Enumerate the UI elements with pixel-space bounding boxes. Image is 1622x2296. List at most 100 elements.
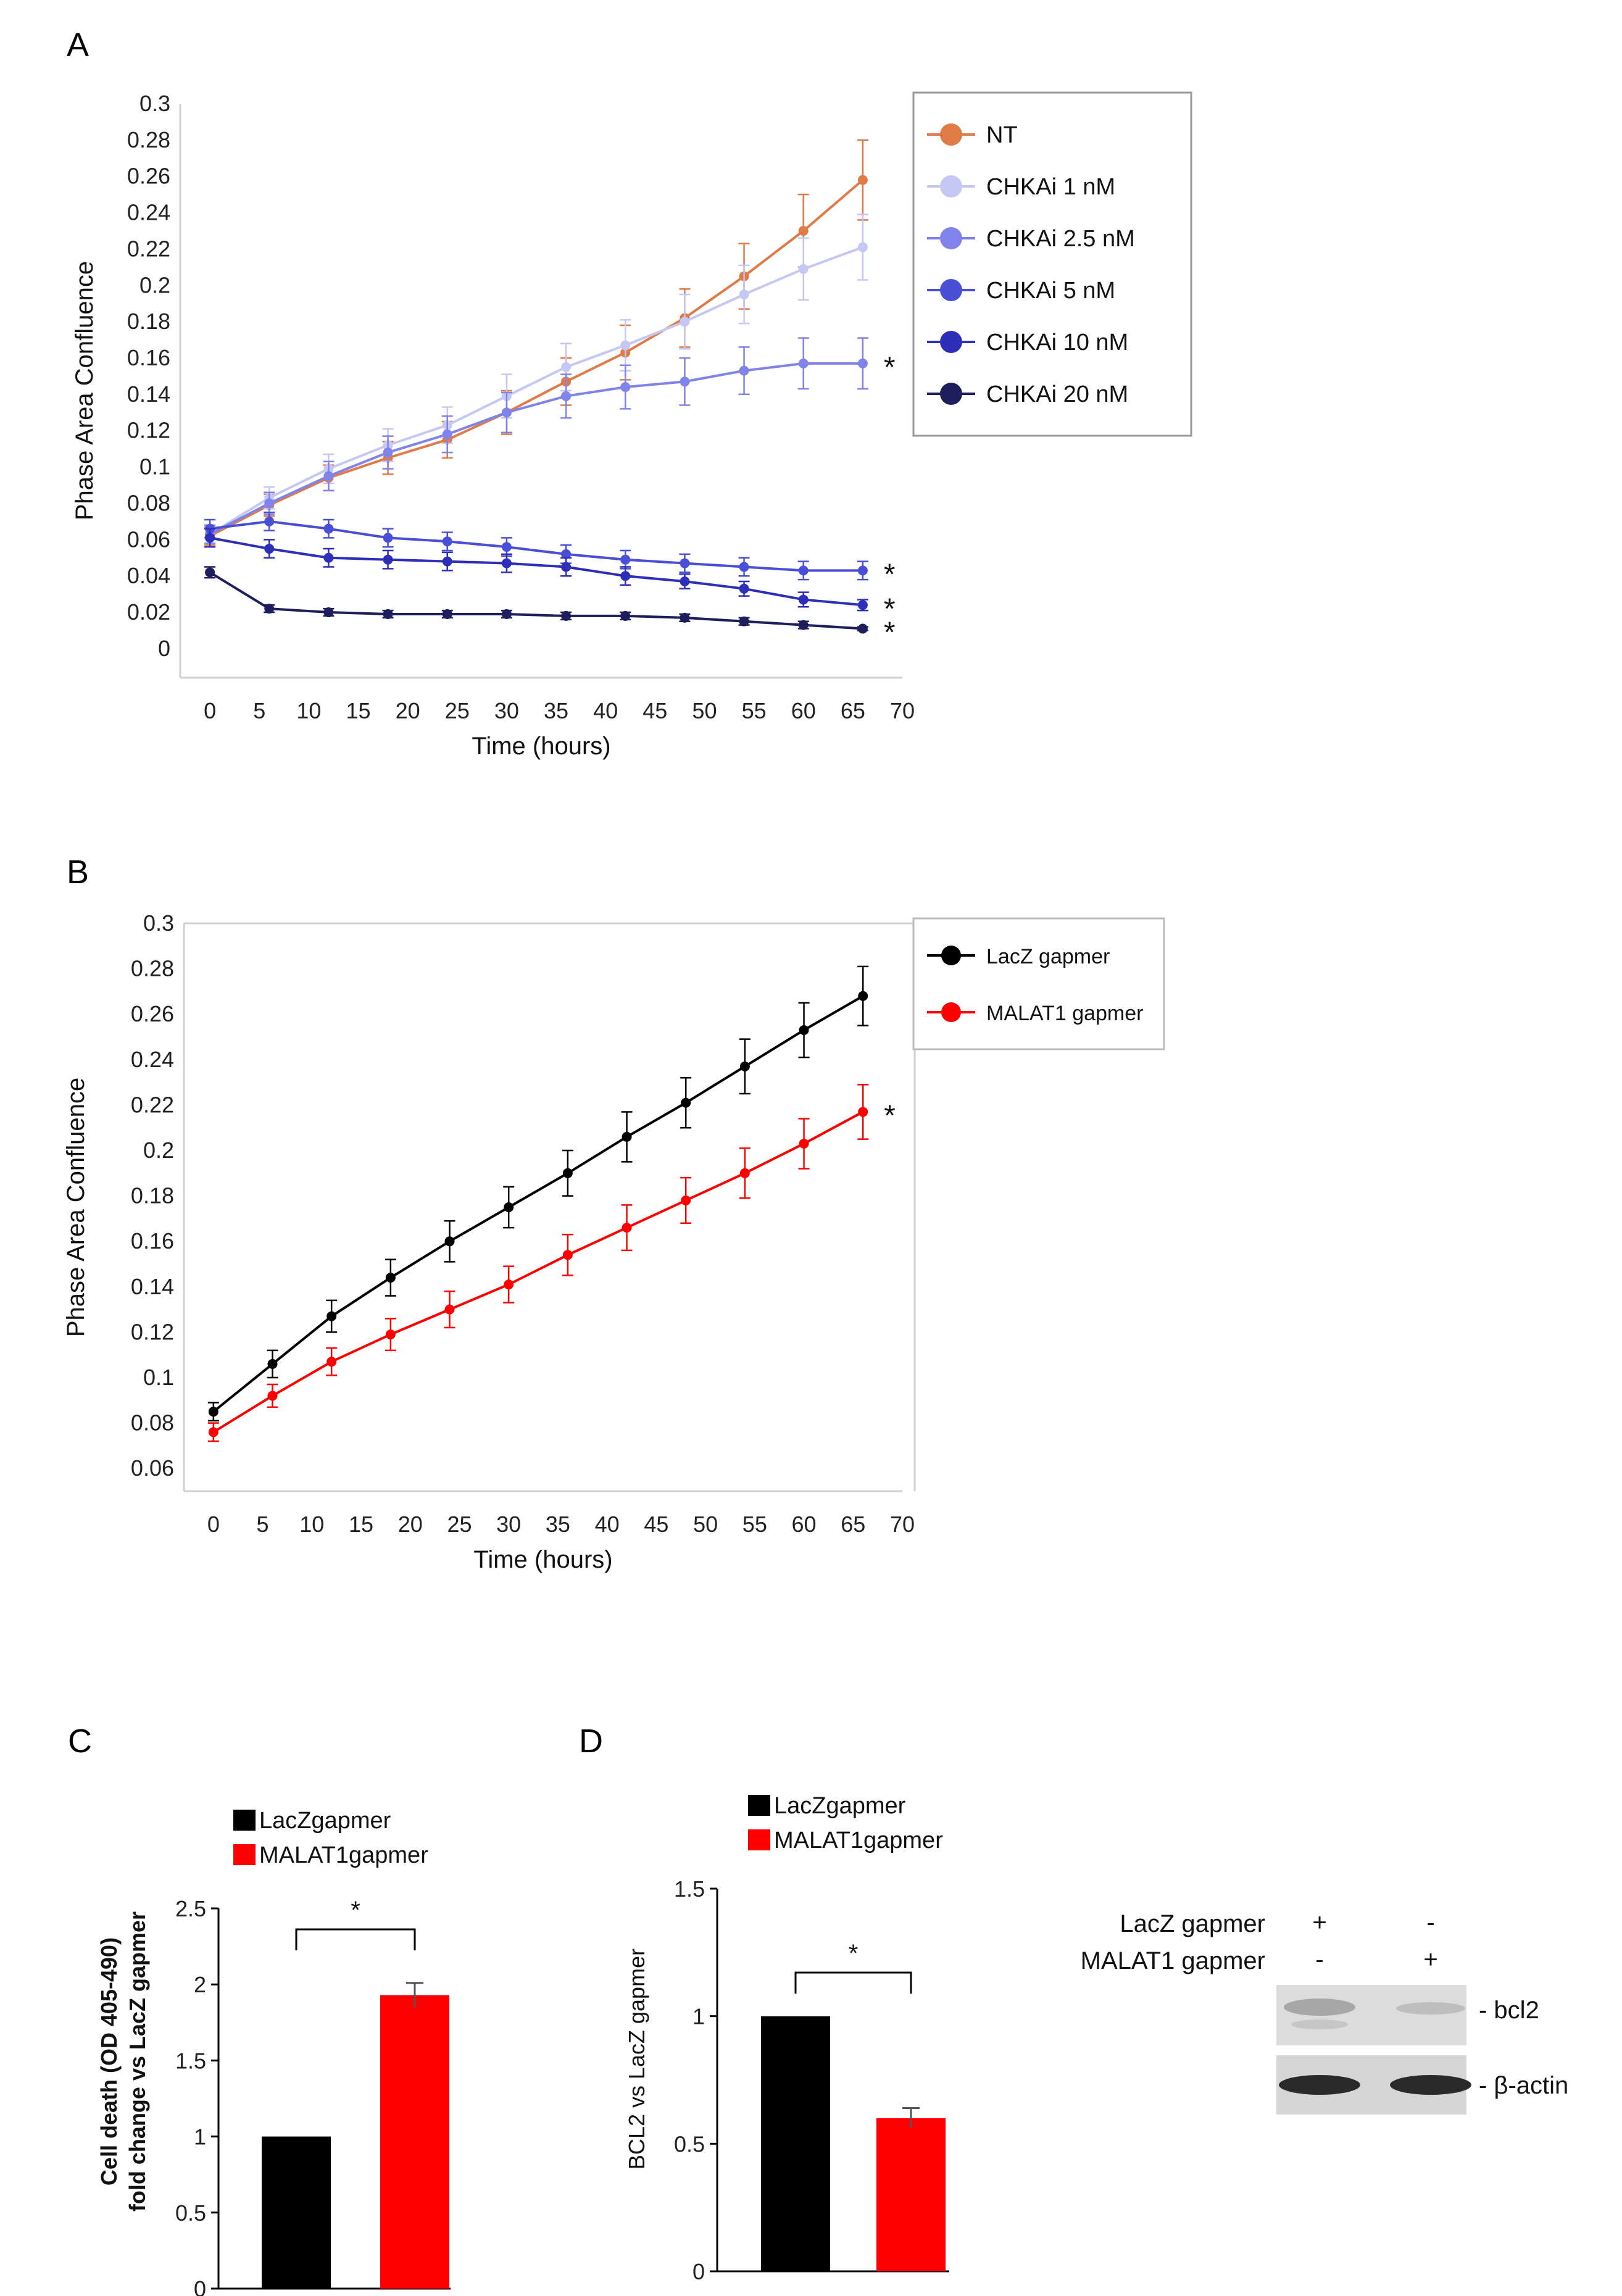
chart-c-legend-swatch bbox=[233, 1844, 256, 1865]
chart-c-bar bbox=[380, 1995, 449, 2289]
chart-a-data-point bbox=[739, 583, 749, 594]
chart-b-data-point bbox=[799, 1138, 809, 1149]
chart-b-y-tick-label: 0.12 bbox=[131, 1319, 174, 1344]
chart-a-y-tick-label: 0 bbox=[158, 636, 170, 661]
chart-a-y-tick-label: 0.06 bbox=[127, 526, 170, 552]
chart-a-series-line bbox=[209, 520, 863, 572]
chart-c-y-tick-label: 1.5 bbox=[175, 2048, 206, 2073]
chart-a-data-point bbox=[798, 620, 809, 630]
chart-b-significance-marker: * bbox=[884, 1099, 896, 1132]
chart-a-x-tick-label: 10 bbox=[296, 698, 321, 723]
chart-c-y-axis-title: fold change vs LacZ gapmer bbox=[125, 1911, 150, 2211]
chart-b-y-tick-label: 0.18 bbox=[131, 1183, 174, 1208]
chart-a-data-point bbox=[798, 226, 809, 236]
chart-b-x-axis-title: Time (hours) bbox=[473, 1546, 612, 1573]
chart-a-legend-swatch-dot bbox=[940, 175, 962, 198]
chart-a-y-tick-label: 0.04 bbox=[127, 563, 170, 588]
chart-a-data-point bbox=[620, 340, 631, 351]
chart-b-y-tick-label: 0.06 bbox=[131, 1455, 174, 1481]
chart-d-y-tick-label: 0.5 bbox=[674, 2131, 705, 2157]
chart-a-data-point bbox=[323, 523, 334, 534]
chart-b-data-point bbox=[267, 1391, 278, 1401]
chart-b-x-tick-label: 70 bbox=[890, 1512, 915, 1537]
chart-a-data-point bbox=[680, 376, 690, 387]
chart-b-legend-swatch-dot bbox=[941, 946, 961, 965]
chart-a-data-point bbox=[739, 562, 749, 572]
chart-a-data-point bbox=[798, 594, 809, 605]
chart-a-data-point bbox=[857, 175, 868, 185]
chart-a-data-point bbox=[620, 382, 631, 393]
chart-a-x-tick-label: 60 bbox=[791, 698, 816, 723]
chart-d-y-tick-label: 0 bbox=[692, 2259, 705, 2284]
chart-b-data-point bbox=[504, 1202, 514, 1212]
chart-a-significance-marker: * bbox=[884, 617, 896, 649]
chart-a-data-point bbox=[857, 358, 868, 368]
chart-a-legend-swatch-dot bbox=[940, 331, 962, 353]
chart-c-legend-label: MALAT1gapmer bbox=[259, 1842, 428, 1868]
chart-a-data-point bbox=[857, 600, 868, 610]
chart-a-legend-swatch-dot bbox=[940, 383, 962, 405]
chart-a-x-tick-label: 0 bbox=[204, 698, 216, 723]
chart-b-data-point bbox=[858, 991, 868, 1001]
chart-b-data-point bbox=[739, 1061, 750, 1071]
chart-a-data-point bbox=[383, 554, 393, 565]
chart-a-data-point bbox=[620, 571, 631, 581]
chart-a-y-tick-label: 0.3 bbox=[139, 91, 170, 116]
chart-a-x-tick-label: 50 bbox=[692, 698, 717, 723]
panel-letter-b: B bbox=[67, 854, 89, 891]
wb-bcl2-strip bbox=[1276, 1985, 1466, 2045]
chart-b-y-tick-label: 0.28 bbox=[131, 956, 174, 981]
wb-lane-mark: - bbox=[1426, 1909, 1434, 1936]
chart-b-data-point bbox=[562, 1250, 573, 1260]
chart-d-legend-swatch bbox=[748, 1829, 770, 1850]
chart-d-y-axis-title: BCL2 vs LacZ gapmer bbox=[624, 1949, 649, 2169]
chart-a-series-line bbox=[209, 362, 863, 536]
chart-b-data-point bbox=[681, 1097, 691, 1108]
chart-a-x-tick-label: 65 bbox=[841, 698, 865, 723]
wb-lane-mark: + bbox=[1312, 1909, 1326, 1936]
chart-a-data-point bbox=[205, 567, 215, 578]
chart-b-y-axis-title: Phase Area Confluence bbox=[62, 1078, 89, 1337]
chart-b-series-line bbox=[212, 995, 864, 1413]
chart-b-y-tick-label: 0.24 bbox=[131, 1047, 174, 1072]
chart-b-x-tick-label: 0 bbox=[207, 1512, 220, 1537]
chart-a-series-line bbox=[209, 179, 864, 538]
chart-a-series-line bbox=[209, 246, 863, 536]
chart-a-legend-swatch-dot bbox=[940, 227, 962, 249]
chart-a-data-point bbox=[442, 609, 452, 619]
chart-a-data-point bbox=[264, 498, 275, 509]
chart-a-y-tick-label: 0.18 bbox=[127, 309, 170, 334]
chart-c-bar bbox=[262, 2136, 331, 2289]
wb-band-label-bcl2: - bcl2 bbox=[1479, 1997, 1539, 2024]
chart-c-y-tick-label: 2 bbox=[194, 1972, 206, 1997]
chart-c-y-axis-title: Cell death (OD 405-490) bbox=[96, 1937, 122, 2186]
chart-a-x-axis-title: Time (hours) bbox=[472, 733, 610, 760]
chart-c-y-tick-label: 0 bbox=[194, 2276, 206, 2296]
chart-c-y-tick-label: 1 bbox=[194, 2124, 206, 2150]
chart-a-legend-label: CHKAi 5 nM bbox=[986, 278, 1115, 304]
chart-a-data-point bbox=[620, 610, 631, 621]
chart-a-x-tick-label: 40 bbox=[593, 698, 618, 723]
chart-b-x-tick-label: 50 bbox=[693, 1512, 718, 1537]
chart-d-legend-label: LacZgapmer bbox=[774, 1793, 906, 1819]
chart-a-x-tick-label: 5 bbox=[253, 698, 265, 723]
chart-a-data-point bbox=[264, 544, 275, 554]
chart-a-legend-label: CHKAi 2.5 nM bbox=[986, 226, 1135, 252]
chart-a-y-tick-label: 0.16 bbox=[127, 345, 170, 370]
chart-a-significance-marker: * bbox=[884, 593, 896, 625]
chart-d-y-tick-label: 1.5 bbox=[674, 1876, 705, 1902]
chart-b-data-point bbox=[504, 1279, 514, 1290]
chart-a-y-tick-label: 0.14 bbox=[127, 381, 170, 407]
chart-a-y-tick-label: 0.26 bbox=[127, 164, 170, 189]
chart-b-legend-box bbox=[912, 917, 1165, 1050]
chart-a-y-tick-label: 0.22 bbox=[127, 236, 170, 261]
wb-bcl2-band bbox=[1284, 1999, 1355, 2016]
chart-a-data-point bbox=[501, 558, 512, 568]
chart-d-y-tick-label: 1 bbox=[692, 2004, 705, 2029]
chart-b-data-point bbox=[562, 1168, 573, 1178]
chart-a-series-line bbox=[209, 536, 863, 607]
chart-b-x-tick-label: 55 bbox=[742, 1512, 767, 1537]
chart-b-series-line bbox=[212, 1110, 864, 1434]
chart-a-legend-label: NT bbox=[986, 122, 1018, 148]
